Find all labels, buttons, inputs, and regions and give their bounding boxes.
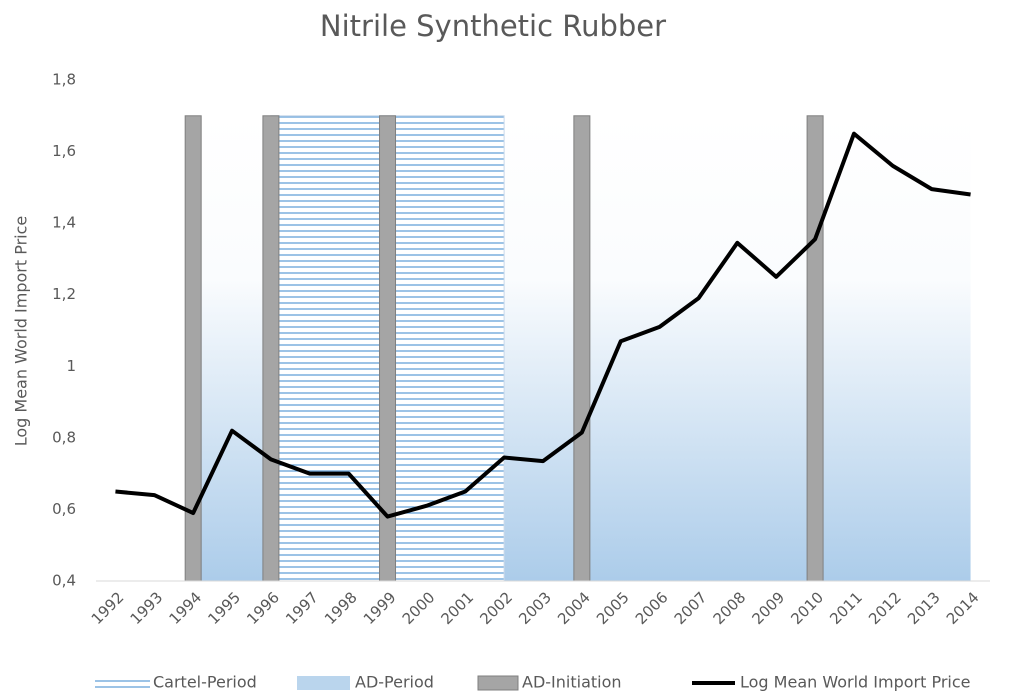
x-tick-label: 2012 xyxy=(865,588,905,628)
x-tick-label: 2004 xyxy=(554,588,594,628)
x-tick-label: 2005 xyxy=(593,588,633,628)
x-tick-label: 1993 xyxy=(127,588,167,628)
x-tick-label: 2010 xyxy=(787,588,827,628)
legend-label: Log Mean World Import Price xyxy=(740,673,971,692)
x-tick-label: 2009 xyxy=(748,588,788,628)
legend-label: AD-Period xyxy=(355,673,434,692)
y-tick-label: 1,2 xyxy=(52,285,76,303)
y-tick-label: 0,4 xyxy=(52,572,76,590)
x-tick-label: 2013 xyxy=(904,588,944,628)
x-tick-label: 2002 xyxy=(476,588,516,628)
y-tick-label: 1,6 xyxy=(52,142,76,160)
bar xyxy=(262,115,280,582)
legend-swatch xyxy=(477,675,519,691)
y-tick-label: 0,8 xyxy=(52,428,76,446)
x-tick-label: 1995 xyxy=(204,588,244,628)
x-tick-label: 1997 xyxy=(282,588,322,628)
x-tick-label: 2011 xyxy=(826,588,866,628)
legend-swatch xyxy=(95,676,150,690)
x-tick-label: 2000 xyxy=(399,588,439,628)
x-tick-label: 2014 xyxy=(943,588,983,628)
x-tick-label: 2006 xyxy=(632,588,672,628)
x-tick-label: 1996 xyxy=(243,588,283,628)
y-tick-label: 1,4 xyxy=(52,214,76,232)
x-tick-label: 1998 xyxy=(321,588,361,628)
x-tick-label: 2008 xyxy=(710,588,750,628)
bar xyxy=(806,115,824,582)
x-tick-label: 1992 xyxy=(88,588,128,628)
legend-swatch xyxy=(297,676,350,690)
legend-label: Cartel-Period xyxy=(153,673,257,692)
chart-title: Nitrile Synthetic Rubber xyxy=(320,9,666,43)
x-tick-label: 2007 xyxy=(671,588,711,628)
y-tick-label: 0,6 xyxy=(52,500,76,518)
x-tick-label: 2003 xyxy=(515,588,555,628)
x-tick-label: 1999 xyxy=(360,588,400,628)
legend-label: AD-Initiation xyxy=(522,673,622,692)
y-tick-label: 1 xyxy=(66,357,76,375)
y-tick-label: 1,8 xyxy=(52,71,76,89)
x-tick-label: 1994 xyxy=(165,588,205,628)
line xyxy=(115,131,971,519)
y-axis-label: Log Mean World Import Price xyxy=(12,216,31,447)
bar xyxy=(573,115,591,582)
x-tick-label: 2001 xyxy=(438,588,478,628)
